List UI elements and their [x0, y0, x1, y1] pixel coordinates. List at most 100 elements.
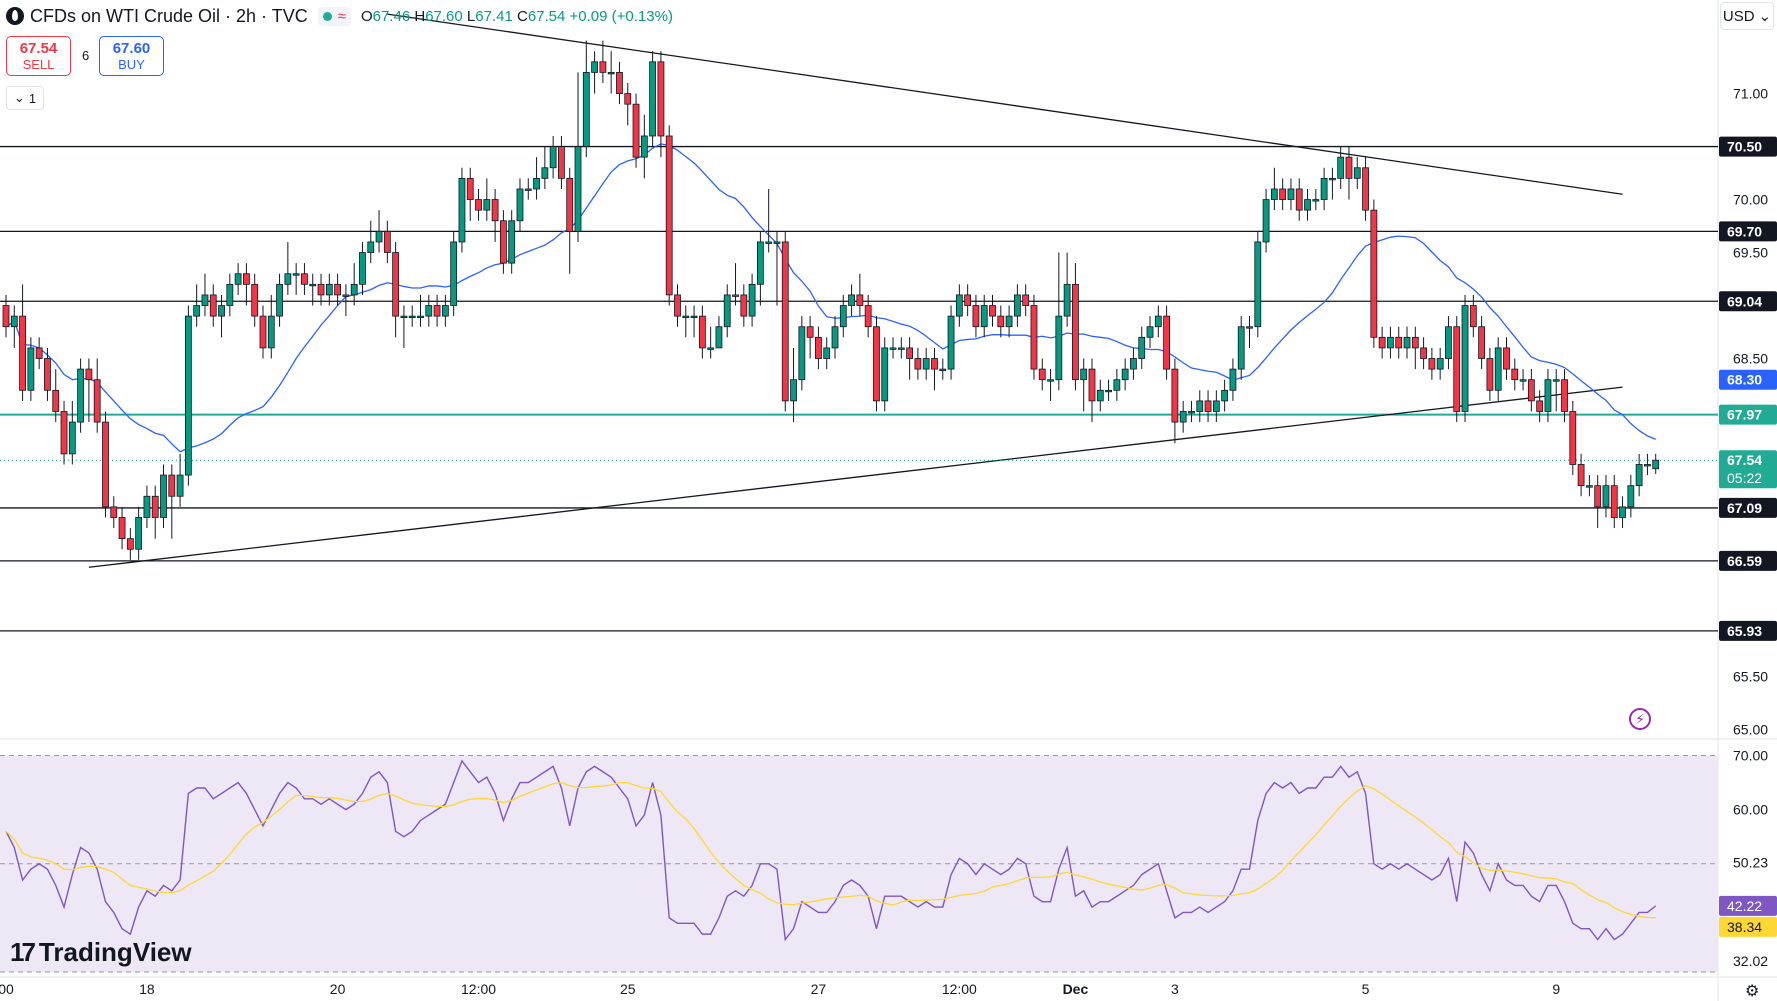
candle [1552, 369, 1560, 412]
candle-body [773, 241, 781, 244]
candle [1594, 475, 1602, 529]
level-axis-label-bg [1719, 497, 1777, 518]
candle [906, 337, 914, 380]
candle-body [582, 71, 590, 147]
candle-body [267, 315, 275, 349]
candle-body [922, 358, 930, 370]
level-axis-label-bg [1719, 550, 1777, 571]
candle [1146, 316, 1154, 348]
sell-price: 67.54 [19, 40, 58, 57]
settings-gear-icon[interactable]: ⚙ [1745, 983, 1760, 1000]
candle-body [259, 315, 267, 349]
candle [790, 347, 797, 423]
candle [325, 273, 333, 306]
candle [1353, 157, 1361, 189]
chevron-down-icon: ⌄ [1758, 8, 1772, 25]
lightning-icon[interactable]: ⚡ [1629, 708, 1651, 730]
candle [549, 135, 557, 179]
low-value: 67.41 [475, 7, 513, 25]
candle-body [665, 135, 673, 296]
candle-body [524, 188, 532, 191]
level-axis-label-text: 69.70 [1727, 223, 1762, 239]
candle-body [1378, 336, 1386, 349]
candle [234, 263, 242, 295]
candle-body [450, 241, 458, 306]
candle [2, 294, 10, 338]
candle-body [1561, 379, 1568, 412]
time-tick-label: 27 [811, 981, 827, 997]
candle [1494, 337, 1502, 401]
candle [508, 210, 516, 274]
candle [723, 284, 731, 338]
candle-body [1047, 379, 1054, 382]
candle [1105, 379, 1112, 401]
candle [1411, 326, 1419, 370]
candle [218, 294, 225, 338]
candle-body [848, 294, 855, 306]
candle [1030, 294, 1038, 380]
candle-body [143, 495, 151, 518]
sell-button[interactable]: 67.54 SELL [6, 36, 71, 76]
candle-body [1320, 177, 1328, 200]
candle [1295, 178, 1303, 221]
candle [126, 528, 134, 560]
candle [19, 284, 26, 401]
candle [267, 294, 275, 359]
candle-body [657, 61, 665, 137]
candle [1038, 358, 1046, 391]
candle [1072, 263, 1079, 391]
candle-body [1013, 294, 1021, 317]
candle [964, 284, 972, 317]
candle-body [392, 252, 400, 317]
time-tick-label: Dec [1063, 981, 1089, 997]
candle-body [864, 305, 872, 328]
level-axis-label-bg [1719, 620, 1777, 641]
collapse-toggle[interactable]: ⌄ 1 [6, 86, 44, 110]
candle [1212, 390, 1220, 423]
candle-body [408, 315, 416, 319]
candle-body [756, 241, 764, 285]
candle [873, 316, 880, 412]
candle-body [1279, 188, 1287, 200]
candle-body [1610, 485, 1618, 518]
candle-body [243, 273, 250, 285]
buy-price: 67.60 [112, 40, 151, 57]
ma-axis-label-text: 68.30 [1727, 372, 1762, 388]
candle-body [35, 347, 43, 359]
candle [1237, 316, 1245, 380]
candle [524, 178, 532, 200]
candle [1221, 379, 1229, 412]
symbol-title[interactable]: CFDs on WTI Crude Oil · 2h · TVC [30, 5, 308, 26]
delayed-data-icon: ≈ [337, 7, 346, 25]
candle-body [19, 315, 26, 391]
candle-body [1619, 506, 1626, 518]
candle [1478, 316, 1486, 370]
candle [566, 167, 574, 274]
candle-body [1536, 400, 1544, 412]
buy-button[interactable]: 67.60 BUY [99, 36, 164, 76]
candle-body [1212, 400, 1220, 412]
market-status[interactable]: ≈ [317, 6, 351, 26]
candle [798, 316, 806, 391]
candle-body [1436, 358, 1444, 370]
candle-body [674, 294, 681, 317]
candle-body [60, 411, 68, 455]
candle [151, 485, 159, 539]
candle [433, 294, 441, 327]
change-value: +0.09 (+0.13%) [569, 7, 673, 25]
candle-body [939, 368, 947, 372]
candle-body [1304, 199, 1311, 211]
candle-body [1627, 485, 1635, 508]
candle-body [1237, 326, 1245, 370]
rsi-tick-label: 32.02 [1733, 953, 1768, 969]
level-axis-label-bg [1719, 291, 1777, 312]
currency-selector[interactable]: USD ⌄ [1720, 2, 1774, 30]
candle [748, 273, 756, 327]
candle [334, 273, 342, 306]
candle-body [1411, 336, 1419, 349]
candle [558, 135, 565, 189]
candle-body [1478, 326, 1486, 359]
candle [359, 241, 366, 295]
level-axis-label-bg [1719, 404, 1777, 425]
